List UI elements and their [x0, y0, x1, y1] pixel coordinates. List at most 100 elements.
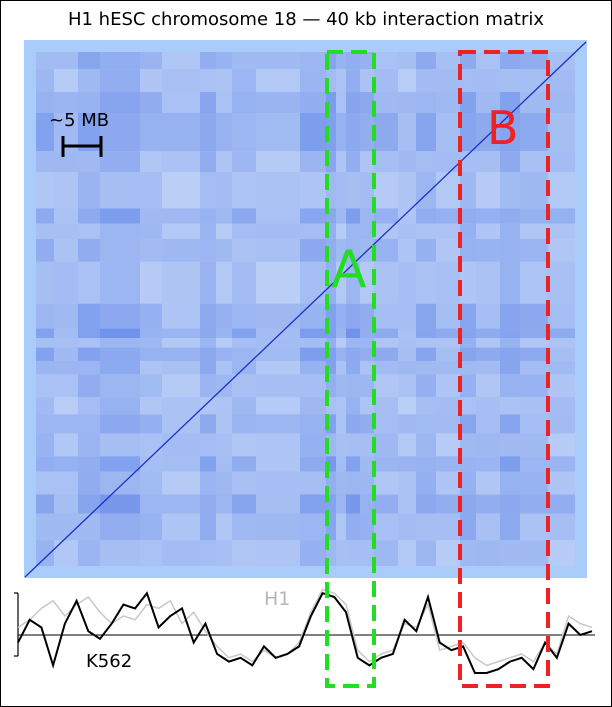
- matrix-cell: [436, 338, 460, 348]
- matrix-cell: [36, 52, 54, 70]
- matrix-cell: [374, 113, 398, 152]
- matrix-cell: [460, 172, 476, 209]
- matrix-cell: [374, 433, 398, 457]
- matrix-cell: [520, 208, 548, 224]
- matrix-cell: [100, 303, 140, 329]
- matrix-cell: [548, 456, 575, 472]
- matrix-cell: [216, 494, 232, 514]
- matrix-cell: [100, 397, 140, 415]
- matrix-cell: [256, 328, 300, 339]
- matrix-cell: [140, 69, 162, 93]
- matrix-cell: [36, 540, 54, 566]
- matrix-cell: [200, 223, 216, 239]
- matrix-cell: [200, 238, 216, 262]
- matrix-cell: [256, 113, 300, 152]
- matrix-cell: [100, 52, 140, 70]
- matrix-cell: [232, 338, 256, 348]
- matrix-cell: [326, 513, 336, 541]
- matrix-cell: [256, 208, 300, 224]
- matrix-cell: [162, 513, 200, 541]
- matrix-cell: [216, 223, 232, 239]
- matrix-cell: [100, 172, 140, 209]
- matrix-cell: [548, 52, 575, 70]
- matrix-cell: [140, 261, 162, 304]
- matrix-cell: [140, 338, 162, 348]
- matrix-cell: [548, 360, 575, 375]
- matrix-cell: [436, 540, 460, 566]
- matrix-cell: [548, 494, 575, 514]
- matrix-cell: [232, 52, 256, 70]
- matrix-cell: [416, 261, 436, 304]
- matrix-cell: [500, 338, 520, 348]
- matrix-cell: [232, 433, 256, 457]
- matrix-cell: [232, 328, 256, 339]
- matrix-cell: [326, 113, 336, 152]
- matrix-cell: [300, 513, 326, 541]
- matrix-cell: [200, 540, 216, 566]
- matrix-cell: [216, 433, 232, 457]
- matrix-cell: [398, 52, 416, 70]
- matrix-cell: [336, 92, 346, 114]
- matrix-cell: [256, 433, 300, 457]
- matrix-cell: [232, 113, 256, 152]
- matrix-cell: [548, 223, 575, 239]
- matrix-cell: [360, 223, 374, 239]
- matrix-cell: [140, 238, 162, 262]
- scale-bar-label: ~5 MB: [49, 110, 110, 131]
- matrix-cell: [460, 360, 476, 375]
- matrix-cell: [436, 261, 460, 304]
- matrix-cell: [398, 433, 416, 457]
- matrix-cell: [200, 303, 216, 329]
- matrix-cell: [520, 433, 548, 457]
- matrix-cell: [346, 494, 360, 514]
- matrix-cell: [416, 414, 436, 434]
- matrix-cell: [232, 261, 256, 304]
- matrix-cell: [374, 360, 398, 375]
- matrix-cell: [256, 414, 300, 434]
- matrix-cell: [36, 238, 54, 262]
- matrix-cell: [398, 261, 416, 304]
- matrix-cell: [216, 328, 232, 339]
- matrix-cell: [326, 238, 336, 262]
- matrix-cell: [460, 238, 476, 262]
- matrix-cell: [100, 513, 140, 541]
- matrix-cell: [500, 208, 520, 224]
- matrix-cell: [346, 397, 360, 415]
- matrix-cell: [398, 113, 416, 152]
- matrix-cell: [200, 151, 216, 173]
- matrix-cell: [416, 360, 436, 375]
- matrix-cell: [300, 328, 326, 339]
- matrix-cell: [548, 113, 575, 152]
- matrix-cell: [548, 151, 575, 173]
- matrix-cell: [200, 52, 216, 70]
- matrix-cell: [548, 397, 575, 415]
- matrix-cell: [78, 92, 100, 114]
- matrix-cell: [500, 471, 520, 495]
- matrix-cell: [78, 113, 100, 152]
- matrix-cell: [374, 494, 398, 514]
- matrix-cell: [326, 261, 336, 304]
- matrix-cell: [548, 261, 575, 304]
- matrix-cell: [476, 471, 500, 495]
- matrix-cell: [548, 347, 575, 361]
- matrix-cell: [326, 347, 336, 361]
- matrix-cell: [100, 374, 140, 398]
- matrix-cell: [460, 303, 476, 329]
- matrix-cell: [500, 113, 520, 152]
- matrix-cell: [398, 360, 416, 375]
- matrix-cell: [416, 69, 436, 93]
- matrix-cell: [162, 223, 200, 239]
- matrix-cell: [476, 92, 500, 114]
- matrix-cell: [216, 360, 232, 375]
- matrix-cell: [100, 328, 140, 339]
- matrix-cell: [460, 414, 476, 434]
- matrix-cell: [520, 414, 548, 434]
- matrix-cell: [460, 347, 476, 361]
- matrix-cell: [520, 69, 548, 93]
- matrix-cell: [416, 151, 436, 173]
- matrix-cell: [326, 433, 336, 457]
- matrix-cell: [360, 433, 374, 457]
- matrix-cell: [200, 471, 216, 495]
- matrix-cell: [460, 151, 476, 173]
- matrix-cell: [256, 52, 300, 70]
